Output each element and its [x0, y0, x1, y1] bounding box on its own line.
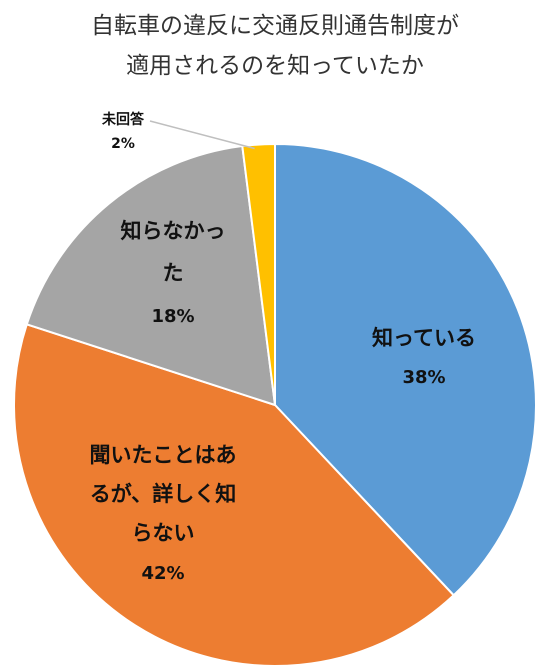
label-unanswered-percent: 2%: [111, 136, 135, 152]
chart-title: 自転車の違反に交通反則通告制度が 適用されるのを知っていたか: [0, 6, 550, 86]
label-heard-text: らない: [132, 521, 195, 545]
slice-unanswered: [241, 142, 276, 406]
slice-heard-not-detailed: [13, 323, 456, 667]
label-heard-text: 聞いたことはあ: [90, 443, 237, 467]
label-unknown-percent: 18%: [151, 306, 194, 327]
label-heard-text: るが、詳しく知: [90, 482, 237, 506]
label-known-percent: 38%: [402, 367, 445, 388]
label-unknown-text: た: [163, 261, 184, 285]
pie-slices: [13, 142, 537, 667]
title-line-2: 適用されるのを知っていたか: [126, 53, 424, 79]
label-unknown-text: 知らなかっ: [121, 219, 226, 243]
slice-unknown: [25, 144, 277, 407]
leader-line-unanswered: [149, 120, 255, 150]
label-unanswered-text: 未回答: [102, 111, 145, 128]
slice-known: [274, 142, 537, 597]
label-heard-percent: 42%: [141, 563, 184, 584]
label-known-text: 知っている: [372, 326, 476, 350]
title-line-1: 自転車の違反に交通反則通告制度が: [91, 13, 459, 39]
